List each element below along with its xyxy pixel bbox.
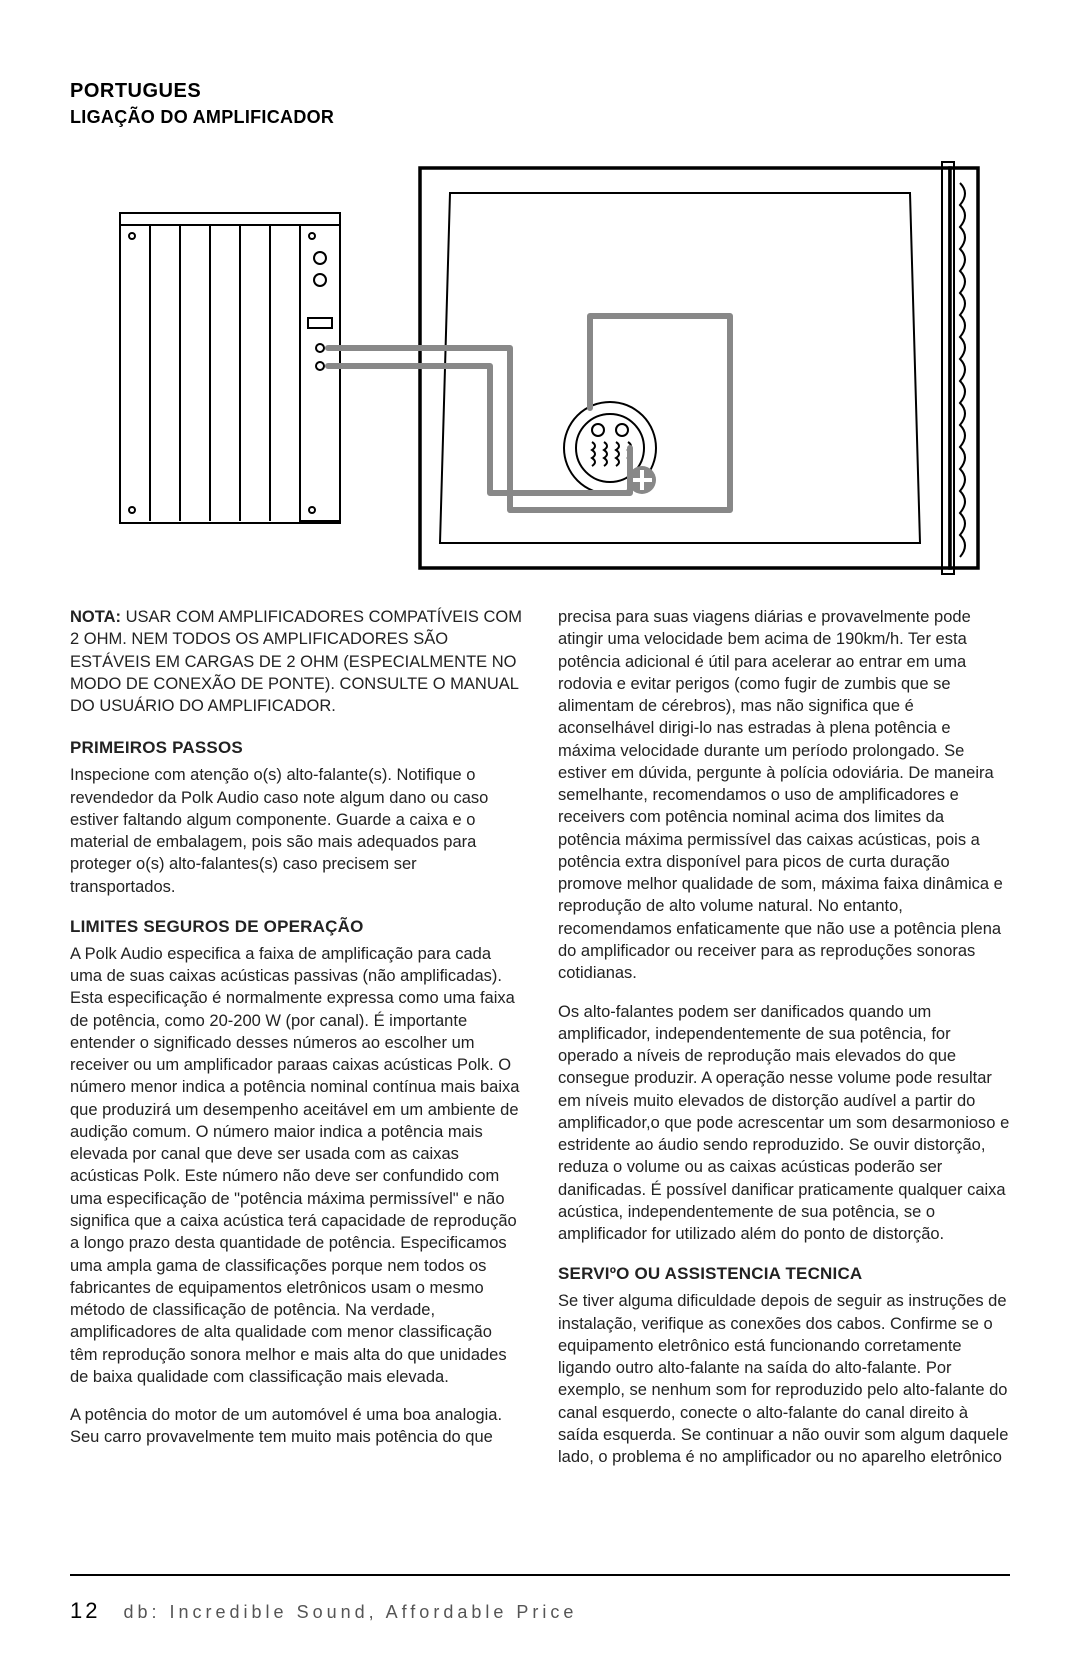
paragraph: Os alto-falantes podem ser danificados q… <box>558 1001 1010 1246</box>
paragraph: Inspecione com atenção o(s) alto-falante… <box>70 764 522 898</box>
page-number: 12 <box>70 1598 100 1623</box>
note-text: USAR COM AMPLIFICADORES COMPATÍVEIS COM … <box>70 608 522 715</box>
paragraph: A Polk Audio especifica a faixa de ampli… <box>70 943 522 1388</box>
section-title-servico: SERVIºO OU ASSISTENCIA TECNICA <box>558 1263 1010 1286</box>
diagram-svg <box>90 148 990 578</box>
wiring-diagram <box>70 148 1010 578</box>
page-footer: 12 db: Incredible Sound, Affordable Pric… <box>70 1574 1010 1624</box>
page-header: PORTUGUES LIGAÇÃO DO AMPLIFICADOR <box>70 80 1010 128</box>
note-block: NOTA: USAR COM AMPLIFICADORES COMPATÍVEI… <box>70 606 522 717</box>
manual-page: PORTUGUES LIGAÇÃO DO AMPLIFICADOR <box>0 0 1080 1669</box>
note-label: NOTA: <box>70 608 121 626</box>
section-title-primeiros: PRIMEIROS PASSOS <box>70 737 522 760</box>
left-column: NOTA: USAR COM AMPLIFICADORES COMPATÍVEI… <box>70 606 522 1485</box>
footer-line: 12 db: Incredible Sound, Affordable Pric… <box>70 1598 1010 1624</box>
paragraph: Se tiver alguma dificuldade depois de se… <box>558 1290 1010 1468</box>
body-columns: NOTA: USAR COM AMPLIFICADORES COMPATÍVEI… <box>70 606 1010 1485</box>
section-subtitle: LIGAÇÃO DO AMPLIFICADOR <box>70 107 1010 128</box>
paragraph: A potência do motor de um automóvel é um… <box>70 1404 522 1449</box>
footer-tagline: db: Incredible Sound, Affordable Price <box>124 1602 578 1622</box>
language-heading: PORTUGUES <box>70 80 1010 103</box>
paragraph: precisa para suas viagens diárias e prov… <box>558 606 1010 985</box>
section-title-limites: LIMITES SEGUROS DE OPERAÇÃO <box>70 916 522 939</box>
footer-rule <box>70 1574 1010 1576</box>
right-column: precisa para suas viagens diárias e prov… <box>558 606 1010 1485</box>
